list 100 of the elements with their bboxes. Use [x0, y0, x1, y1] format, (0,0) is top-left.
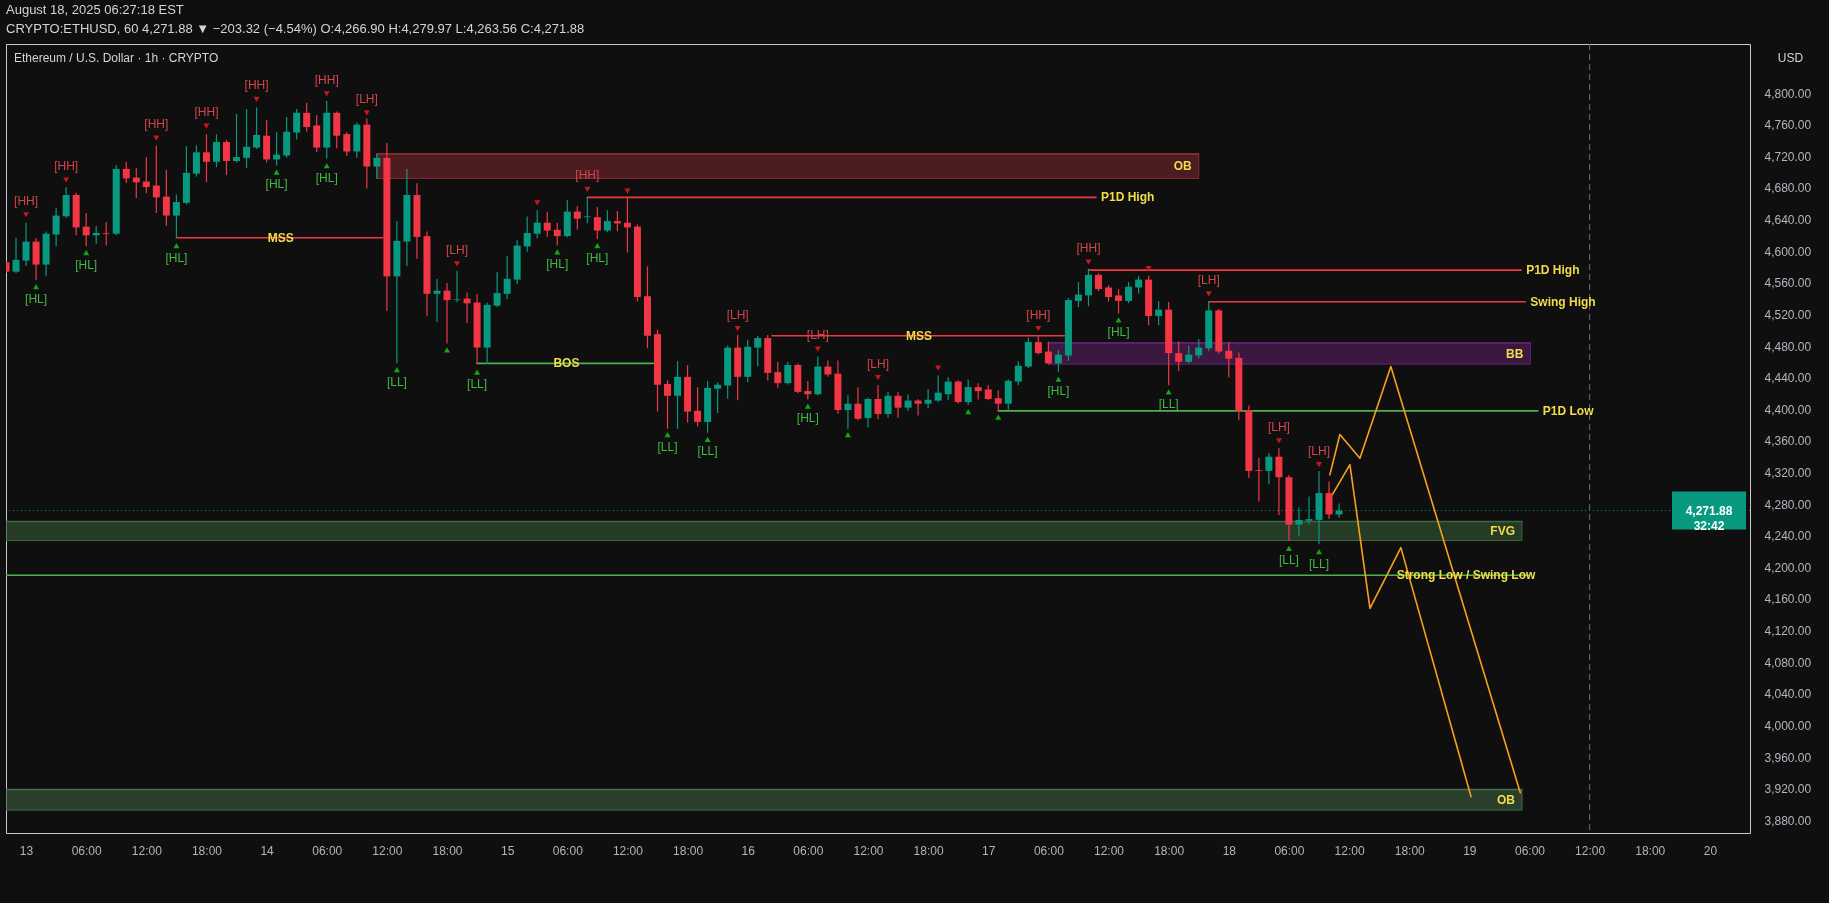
point [995, 414, 1002, 420]
y-axis-title: USD [1777, 50, 1804, 65]
candlestick [1265, 452, 1273, 485]
y-tick-label: 4,280.00 [1764, 497, 1812, 512]
data-label: [LH] [866, 356, 890, 371]
series-label: FVG [1490, 524, 1515, 538]
y-tick-label: 4,160.00 [1764, 592, 1812, 607]
candlestick [283, 116, 291, 158]
point [664, 431, 671, 438]
point [1115, 317, 1122, 323]
candlestick [62, 187, 70, 218]
y-tick-label: 3,920.00 [1764, 782, 1812, 797]
data-label: [LL] [1309, 556, 1330, 571]
candlestick [192, 145, 200, 177]
x-tick-label: 18:00 [1394, 843, 1426, 858]
x-tick-label: 06:00 [793, 843, 824, 858]
candlestick [162, 169, 170, 226]
y-tick-label: 4,320.00 [1764, 465, 1812, 480]
x-tick-label: 12:00 [612, 843, 644, 858]
data-label: [HH] [314, 72, 339, 87]
y-tick-label: 4,240.00 [1764, 529, 1812, 544]
series-label: P1D Low [1542, 403, 1595, 418]
point [273, 169, 280, 175]
candlestick [172, 194, 180, 238]
x-tick-label: 13 [19, 843, 34, 858]
candlestick [1054, 350, 1062, 372]
candlestick [573, 206, 581, 230]
x-tick-label: 12:00 [1094, 843, 1125, 858]
candlestick [243, 109, 251, 168]
point [624, 188, 631, 194]
candlestick [142, 157, 150, 194]
point [844, 431, 851, 438]
y-tick-label: 4,560.00 [1764, 276, 1812, 291]
data-label: [LL] [1278, 553, 1299, 568]
x-tick-label: 06:00 [1033, 843, 1065, 858]
data-label: [HH] [194, 105, 219, 120]
candlestick [854, 387, 862, 421]
data-label: [LH] [1308, 443, 1331, 458]
point [1275, 438, 1282, 444]
candlestick [904, 394, 912, 411]
candlestick [1275, 448, 1283, 515]
candlestick [964, 379, 972, 406]
y-tick-label: 4,480.00 [1764, 339, 1812, 354]
point [363, 110, 370, 116]
candlestick [263, 120, 271, 163]
chart-title: August 18, 2025 06:27:18 EST [6, 1, 184, 17]
candlestick [694, 387, 702, 427]
candlestick [553, 222, 561, 246]
candlestick [674, 361, 682, 429]
x-tick-label: 06:00 [552, 843, 584, 858]
candlestick [864, 397, 872, 428]
x-tick-label: 20 [1703, 843, 1718, 858]
y-tick-label: 4,800.00 [1764, 86, 1812, 101]
x-tick-label: 06:00 [71, 843, 103, 858]
candlestick [1175, 341, 1183, 372]
x-tick-label: 18:00 [673, 843, 704, 858]
candlestick [443, 282, 451, 344]
candlestick [503, 256, 511, 300]
candlestick [233, 113, 241, 163]
y-tick-label: 4,680.00 [1764, 181, 1812, 196]
data-label: [LL] [657, 439, 678, 454]
x-tick-label: 16 [741, 843, 756, 858]
data-label: [HL] [796, 411, 819, 426]
data-label: [HL] [165, 250, 188, 265]
candlestick [22, 222, 30, 266]
candlestick [1115, 289, 1123, 314]
y-tick-label: 4,360.00 [1764, 434, 1812, 449]
data-label: [HH] [14, 193, 39, 208]
y-tick-label: 4,760.00 [1764, 118, 1812, 133]
point [1205, 291, 1212, 297]
data-label: [HH] [1076, 241, 1101, 256]
candlestick [453, 271, 461, 303]
data-label: [HL] [1047, 384, 1070, 399]
candlestick [994, 390, 1002, 412]
data-label: [LH] [355, 91, 378, 106]
x-tick-label: 12:00 [1575, 843, 1606, 858]
series-label: P1D High [1101, 190, 1155, 205]
point [734, 326, 741, 332]
candlestick [1044, 341, 1052, 365]
candlestick [212, 134, 220, 168]
series-label: OB [1173, 159, 1193, 174]
candlestick [122, 161, 130, 183]
annotation: Ethereum / U.S. Dollar · 1h · CRYPTO [14, 51, 219, 65]
candlestick [533, 210, 541, 239]
candlestick [202, 134, 210, 183]
data-label: [LL] [386, 374, 407, 389]
data-label: [HH] [144, 117, 169, 132]
candlestick [1125, 282, 1133, 304]
point [1035, 326, 1042, 332]
data-label: [HL] [265, 177, 288, 192]
y-tick-label: 4,640.00 [1764, 213, 1812, 228]
x-tick-label: 14 [260, 843, 275, 858]
x-tick-label: 12:00 [853, 843, 884, 858]
candlestick [874, 384, 882, 420]
x-tick-label: 18:00 [1635, 843, 1666, 858]
candlestick [754, 335, 762, 367]
point [875, 375, 881, 381]
candlestick [52, 207, 60, 247]
y-tick-label: 4,040.00 [1764, 687, 1812, 702]
candlestick [784, 362, 792, 385]
